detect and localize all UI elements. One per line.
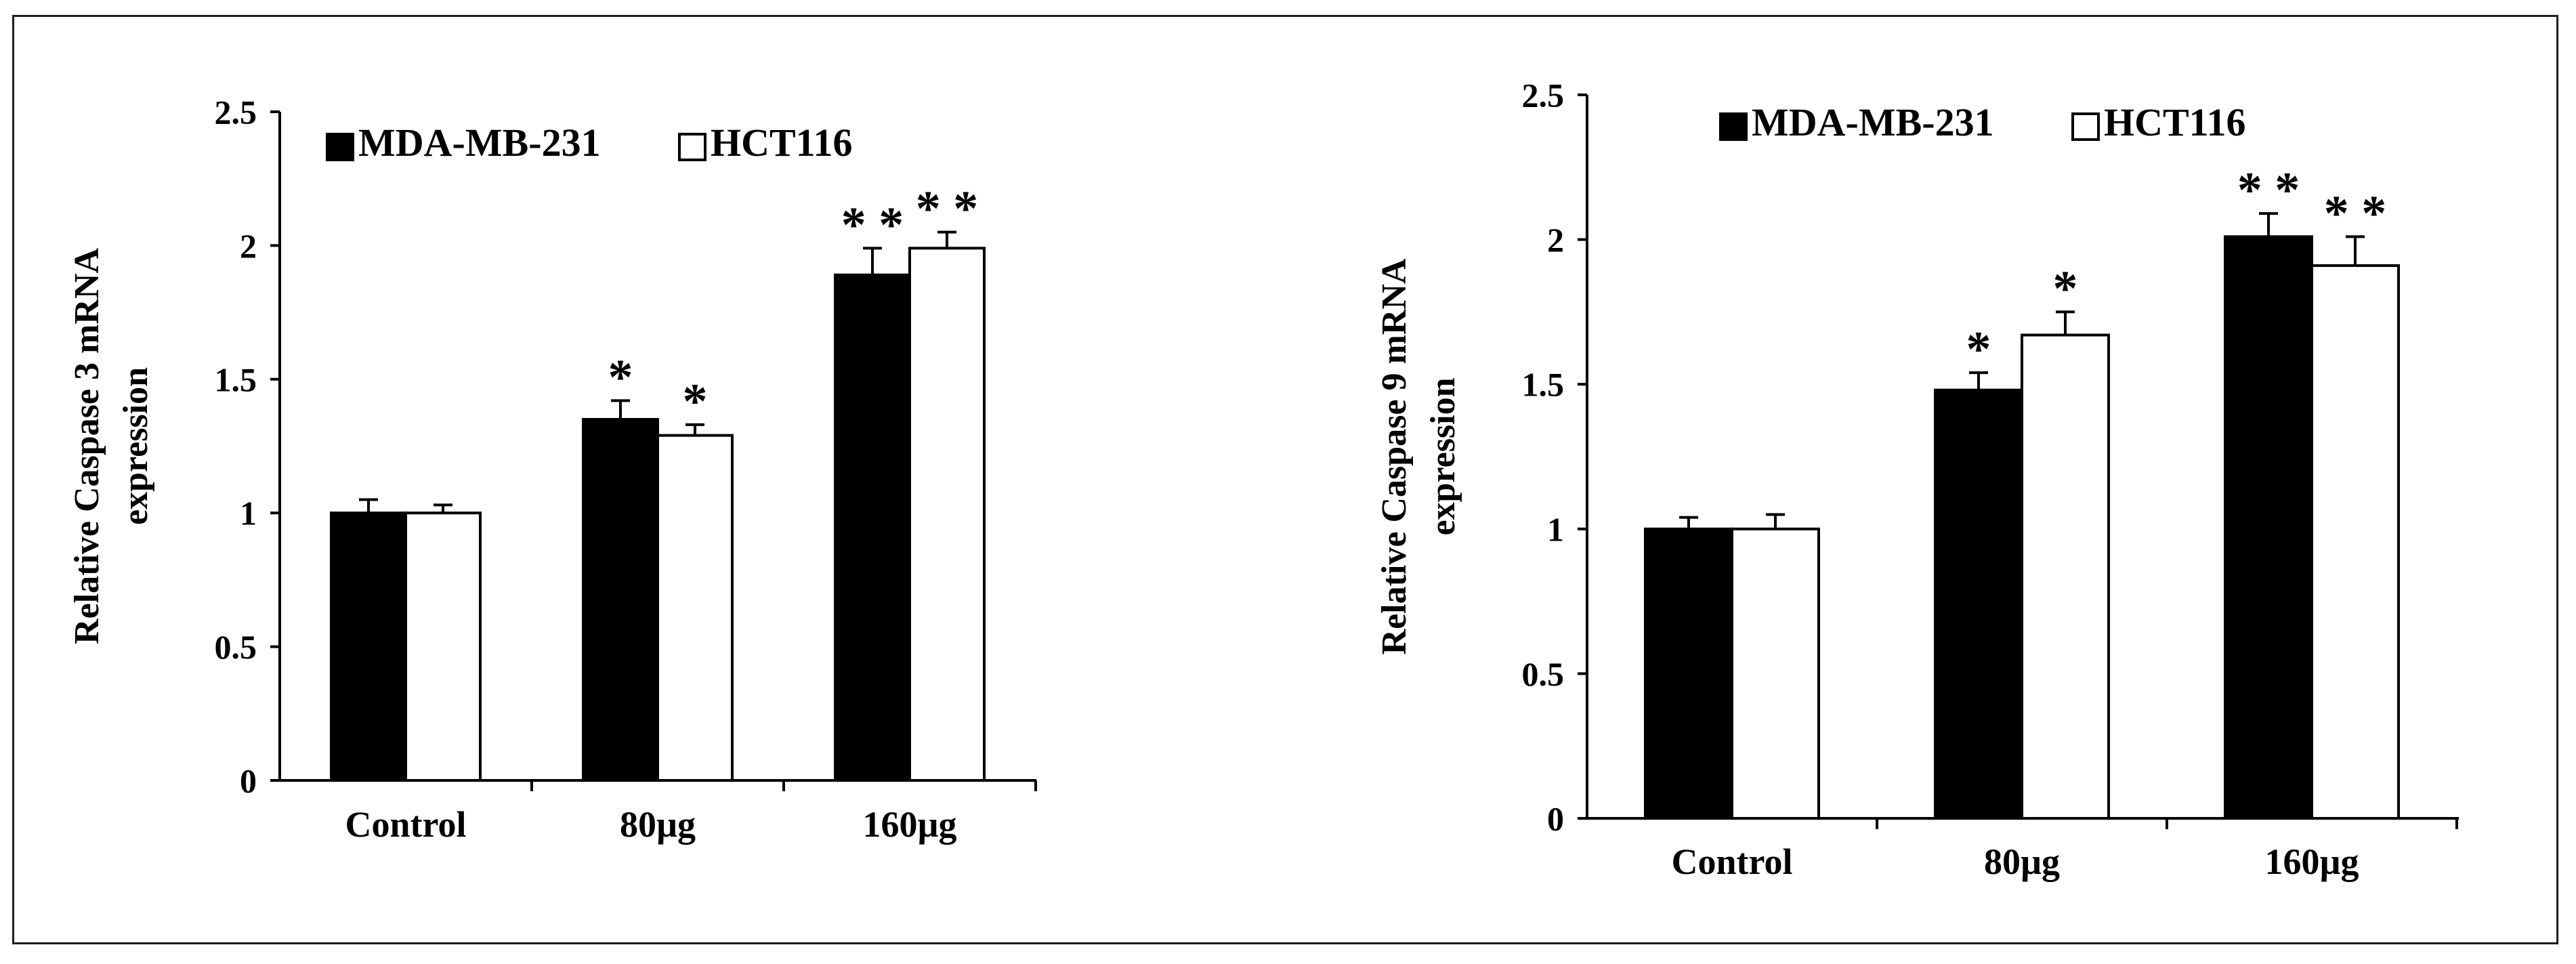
bar-hct116-2 [908, 247, 986, 782]
x-tick-label-0: Control [1671, 841, 1792, 882]
significance-marker: * * [2237, 163, 2300, 218]
legend-label-0: MDA-MB-231 [358, 121, 601, 165]
bar-mda-mb-231-1 [1934, 388, 2023, 820]
x-tick-label-2: 160µg [2264, 841, 2359, 882]
bar-hct116-0 [1731, 527, 1820, 820]
chart-caspase9: 0 0.5 1 1.5 2 2.5 Relative Caspase 9 mRNA expre… [1375, 77, 2459, 882]
bar-hct116-2 [2310, 264, 2400, 820]
y-tick-label: 0.5 [1522, 655, 1565, 693]
legend-swatch-0 [326, 133, 354, 161]
y-tick-label: 0 [240, 762, 257, 800]
legend-swatch-1 [678, 133, 706, 161]
y-tick-label: 2 [1547, 221, 1564, 259]
bar-mda-mb-231-0 [1644, 527, 1733, 820]
figure-frame [12, 15, 2558, 944]
y-tick-label: 1 [1547, 510, 1564, 548]
y-tick-label: 2 [240, 227, 257, 265]
bar-hct116-1 [656, 434, 734, 782]
chart-caspase3: 0 0.5 1 1.5 2 2.5 Relative Caspase 3 mRNA expre… [68, 93, 1037, 845]
significance-marker: * * [2324, 186, 2387, 241]
y-tick-label: 2.5 [215, 93, 257, 131]
y-tick-label: 1.5 [1522, 366, 1565, 404]
legend-label-0: MDA-MB-231 [1752, 100, 1994, 144]
x-tick-label-1: 80µg [1984, 841, 2060, 882]
bar-mda-mb-231-1 [582, 418, 659, 782]
y-tick-label: 1.5 [215, 360, 257, 398]
significance-marker: * [683, 374, 708, 429]
bar-hct116-1 [2021, 333, 2110, 820]
bar-hct116-0 [404, 511, 482, 782]
legend-label-1: HCT116 [2104, 100, 2246, 144]
x-tick-label-0: Control [345, 804, 466, 845]
significance-marker: * * [841, 197, 904, 253]
y-tick-label: 0.5 [215, 628, 257, 666]
bar-mda-mb-231-0 [330, 511, 407, 782]
y-axis-label-line2: expression [1424, 377, 1462, 535]
legend-swatch-1 [2071, 112, 2100, 141]
y-axis-label-line1: Relative Caspase 3 mRNA [68, 248, 106, 644]
legend-label-1: HCT116 [711, 121, 853, 165]
y-tick-label: 2.5 [1522, 77, 1565, 114]
bar-mda-mb-231-2 [2224, 235, 2313, 820]
legend-swatch-0 [1719, 112, 1748, 141]
significance-marker: * [608, 350, 633, 405]
x-tick-label-2: 160µg [862, 804, 956, 845]
significance-marker: * [1966, 322, 1991, 377]
bar-mda-mb-231-2 [834, 273, 911, 782]
significance-marker: * * [916, 182, 979, 237]
x-tick-label-1: 80µg [620, 804, 696, 845]
y-axis-label-line1: Relative Caspase 9 mRNA [1375, 258, 1414, 654]
significance-marker: * [2053, 261, 2078, 316]
y-tick-label: 1 [240, 495, 257, 532]
y-axis-label-line2: expression [117, 367, 155, 525]
y-tick-label: 0 [1547, 800, 1564, 838]
